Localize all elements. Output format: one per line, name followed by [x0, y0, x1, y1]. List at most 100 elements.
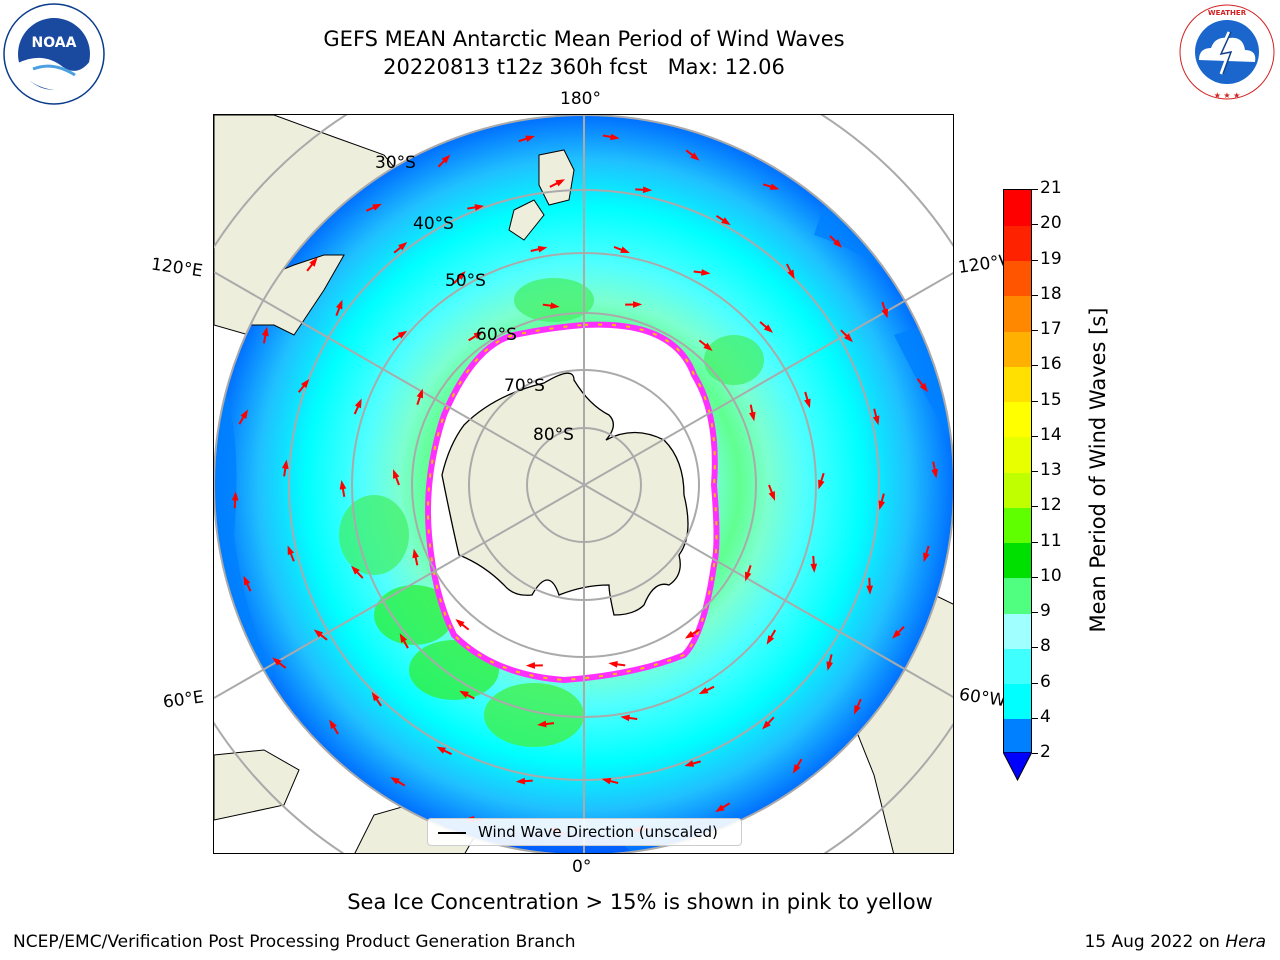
wave-arrow-head: [390, 776, 400, 785]
wave-arrow-head: [272, 657, 282, 666]
colorbar-segment: [1004, 613, 1031, 649]
wave-arrow-head: [701, 269, 711, 276]
colorbar-tick-label: 8: [1040, 636, 1051, 657]
colorbar-tick-mark: [1032, 576, 1038, 578]
colorbar-tick-mark: [1032, 435, 1038, 437]
lat-label-70s: 70°S: [504, 376, 545, 396]
footer-date: 15 Aug 2022 on Hera: [1084, 932, 1266, 952]
colorbar-segment: [1004, 225, 1031, 261]
wave-arrow-head: [715, 804, 725, 813]
wave-arrow-head: [473, 331, 484, 340]
colorbar-tick-mark: [1032, 541, 1038, 543]
colorbar-segment: [1004, 190, 1031, 226]
svg-text:★ ★ ★: ★ ★ ★: [1214, 91, 1241, 100]
colorbar-extend-triangle: [1003, 752, 1032, 782]
wave-arrow-head: [351, 565, 360, 575]
wave-arrow-head: [866, 585, 874, 595]
colorbar-tick-mark: [1032, 753, 1038, 754]
lon-label-120e: 120°E: [149, 254, 204, 282]
lat-label-60s: 60°S: [476, 325, 517, 345]
wave-arrow-head: [339, 480, 347, 490]
nws-logo: WEATHER ★ ★ ★: [1179, 4, 1275, 100]
colorbar-tick-mark: [1032, 189, 1038, 190]
polar-map: 30°S 40°S 50°S 60°S 70°S 80°S: [213, 114, 954, 854]
wave-arrow-head: [749, 411, 756, 422]
colorbar-tick-mark: [1032, 471, 1038, 472]
antarctica-landmass: [441, 372, 689, 616]
wave-arrow-head: [525, 662, 536, 669]
wave-arrow-head: [762, 720, 771, 730]
map-canvas: [214, 115, 953, 853]
colorbar-tick-label: 21: [1040, 178, 1062, 198]
colorbar-tick-label: 17: [1040, 319, 1062, 339]
wave-arrow-head: [804, 398, 811, 409]
colorbar-tick-mark: [1032, 682, 1038, 684]
colorbar-tick-mark: [1032, 400, 1038, 402]
chart-title: GEFS MEAN Antarctic Mean Period of Wind …: [323, 27, 845, 51]
wave-arrow-head: [243, 575, 251, 586]
legend-line-sample: [438, 832, 466, 834]
wave-arrow-head: [455, 619, 465, 628]
lat-label-30s: 30°S: [375, 153, 416, 173]
chart-subtitle: 20220813 t12z 360h fcst Max: 12.06: [383, 55, 785, 79]
noaa-logo: NOAA: [3, 3, 105, 105]
wave-arrow-head: [792, 764, 801, 774]
colorbar-tick-mark: [1032, 294, 1038, 296]
wave-arrow-head: [620, 246, 630, 253]
wave-arrow-head: [642, 186, 653, 194]
colorbar-tick-label: 11: [1040, 530, 1062, 551]
wave-arrow-head: [690, 152, 700, 161]
wave-arrow-head: [826, 661, 833, 671]
wave-arrow-head: [372, 203, 382, 211]
colorbar-tick-label: 16: [1040, 354, 1062, 375]
wave-arrow-head: [763, 324, 774, 333]
colorbar-tick-label: 18: [1040, 283, 1062, 304]
wave-arrow-head: [459, 690, 469, 698]
colorbar-segment: [1004, 683, 1031, 720]
colorbar-tick-label: 12: [1040, 495, 1062, 516]
wave-arrow-head: [240, 409, 249, 420]
lon-label-60e: 60°E: [161, 687, 206, 713]
wave-arrow-head: [412, 548, 419, 559]
colorbar-tick-label: 14: [1040, 424, 1062, 445]
wave-arrow-head: [872, 415, 880, 426]
wave-arrow-head: [393, 469, 400, 479]
colorbar-segment: [1004, 577, 1031, 614]
footer-date-text: 15 Aug 2022 on: [1084, 932, 1226, 952]
wave-arrow-head: [721, 217, 731, 226]
wind-wave-direction-arrows: [231, 133, 938, 836]
wave-arrow-head: [787, 269, 795, 280]
colorbar-tick-label: 4: [1040, 706, 1051, 727]
colorbar-label: Mean Period of Wind Waves [s]: [1086, 307, 1110, 633]
colorbar-tick-mark: [1032, 612, 1038, 613]
colorbar-segment: [1004, 472, 1031, 508]
wave-arrow-head: [231, 491, 239, 501]
colorbar-tick-label: 13: [1040, 460, 1062, 480]
wave-arrow-head: [833, 239, 843, 248]
lon-label-180: 180°: [560, 89, 601, 109]
wave-arrow-head: [300, 378, 310, 389]
wave-arrow-head: [525, 135, 535, 142]
colorbar: [1003, 189, 1032, 753]
colorbar-tick-label: 6: [1040, 671, 1051, 692]
wave-arrow-head: [684, 760, 695, 767]
colorbar-segment: [1004, 366, 1031, 402]
svg-text:WEATHER: WEATHER: [1208, 9, 1247, 17]
lat-label-80s: 80°S: [533, 425, 574, 445]
wave-arrow-head: [878, 500, 886, 511]
legend-label: Wind Wave Direction (unscaled): [478, 823, 718, 841]
wave-arrow-head: [555, 179, 566, 187]
wave-arrow-head: [698, 687, 709, 695]
wave-arrow-head: [931, 468, 938, 479]
wave-arrow-head: [397, 330, 408, 339]
wave-arrow-head: [537, 720, 547, 728]
wave-arrow-head: [309, 257, 318, 267]
footer-machine: Hera: [1225, 932, 1266, 952]
colorbar-tick-label: 19: [1040, 248, 1062, 269]
colorbar-segment: [1004, 542, 1031, 579]
wave-arrow-head: [632, 301, 643, 308]
colorbar-tick-label: 9: [1040, 601, 1051, 621]
lon-label-0: 0°: [572, 857, 592, 877]
wave-arrow-head: [436, 746, 447, 754]
map-legend: Wind Wave Direction (unscaled): [427, 818, 742, 846]
